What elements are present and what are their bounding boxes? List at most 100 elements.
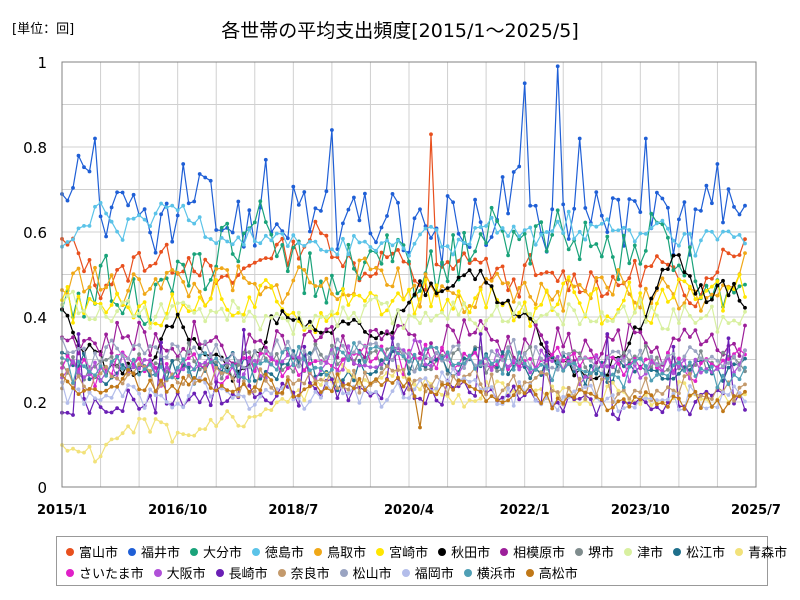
- data-point: [87, 285, 92, 290]
- data-point: [296, 378, 301, 382]
- data-point: [743, 241, 747, 246]
- data-point: [258, 327, 263, 332]
- data-point: [115, 406, 119, 411]
- data-point: [682, 273, 687, 278]
- data-point: [699, 366, 703, 371]
- data-point: [621, 233, 626, 238]
- data-point: [737, 298, 742, 303]
- data-point: [330, 377, 334, 382]
- data-point: [621, 304, 626, 309]
- data-point: [71, 386, 75, 390]
- x-axis-ticks: 2015/1 2016/10 2018/7 2020/4 2022/1 2023/10 20…: [37, 503, 781, 518]
- data-point: [153, 417, 158, 421]
- data-point: [649, 403, 654, 407]
- data-point: [677, 396, 681, 401]
- data-point: [577, 301, 582, 305]
- x-tick-label: 2018/7: [268, 503, 318, 518]
- data-point: [616, 228, 621, 233]
- data-point: [219, 416, 224, 421]
- data-point: [533, 388, 538, 393]
- data-point: [506, 398, 510, 403]
- legend-label: 徳島市: [265, 546, 305, 561]
- data-point: [677, 360, 681, 365]
- data-point: [671, 268, 676, 273]
- data-point: [120, 376, 125, 381]
- data-point: [302, 407, 307, 411]
- data-point: [660, 361, 665, 366]
- data-point: [726, 293, 731, 298]
- data-point: [478, 287, 483, 292]
- data-point: [638, 366, 643, 371]
- data-point: [632, 395, 637, 399]
- data-point: [643, 286, 648, 291]
- data-point: [655, 373, 659, 377]
- data-point: [274, 321, 279, 326]
- data-point: [666, 235, 670, 240]
- data-point: [335, 362, 340, 366]
- data-point: [577, 229, 582, 234]
- data-point: [451, 388, 455, 392]
- data-point: [660, 392, 665, 396]
- data-point: [346, 293, 351, 298]
- data-point: [142, 388, 147, 393]
- data-point: [528, 366, 533, 371]
- data-point: [632, 300, 637, 305]
- data-point: [104, 345, 108, 350]
- data-point: [208, 237, 213, 241]
- data-point: [440, 260, 444, 265]
- data-point: [324, 276, 329, 281]
- data-point: [627, 197, 632, 202]
- data-point: [594, 413, 599, 417]
- data-point: [616, 399, 621, 404]
- data-point: [98, 304, 103, 309]
- data-point: [153, 282, 158, 287]
- data-point: [583, 390, 588, 395]
- data-point: [610, 349, 615, 354]
- data-point: [153, 332, 158, 336]
- data-point: [308, 229, 312, 234]
- data-point: [374, 349, 378, 353]
- data-point: [440, 393, 444, 397]
- data-point: [715, 358, 720, 363]
- data-point: [467, 317, 472, 322]
- data-point: [550, 207, 555, 212]
- data-point: [341, 236, 345, 241]
- data-point: [533, 368, 538, 372]
- data-point: [192, 433, 197, 438]
- data-point: [682, 279, 687, 284]
- data-point: [274, 377, 279, 382]
- data-point: [726, 286, 731, 290]
- data-point: [605, 384, 610, 389]
- data-point: [721, 314, 725, 319]
- data-point: [319, 209, 323, 213]
- data-point: [511, 318, 516, 323]
- data-point: [660, 196, 665, 201]
- data-point: [616, 388, 621, 393]
- data-point: [605, 234, 610, 239]
- data-point: [649, 264, 654, 268]
- data-point: [104, 364, 108, 369]
- data-point: [555, 208, 560, 213]
- data-point: [627, 280, 632, 285]
- data-point: [743, 323, 747, 328]
- data-point: [142, 305, 147, 310]
- data-point: [115, 436, 119, 441]
- data-point: [192, 199, 197, 204]
- data-point: [643, 344, 648, 348]
- data-point: [473, 399, 477, 403]
- data-point: [148, 430, 153, 434]
- data-point: [396, 342, 400, 347]
- data-point: [374, 389, 378, 394]
- data-point: [655, 221, 659, 226]
- data-point: [732, 394, 736, 398]
- data-point: [737, 347, 742, 352]
- data-point: [610, 380, 615, 385]
- data-point: [335, 337, 340, 342]
- data-point: [153, 361, 158, 366]
- data-point: [93, 136, 97, 141]
- data-point: [528, 203, 533, 208]
- data-point: [374, 248, 378, 253]
- data-point: [429, 367, 433, 372]
- data-point: [87, 377, 92, 382]
- data-point: [379, 261, 384, 266]
